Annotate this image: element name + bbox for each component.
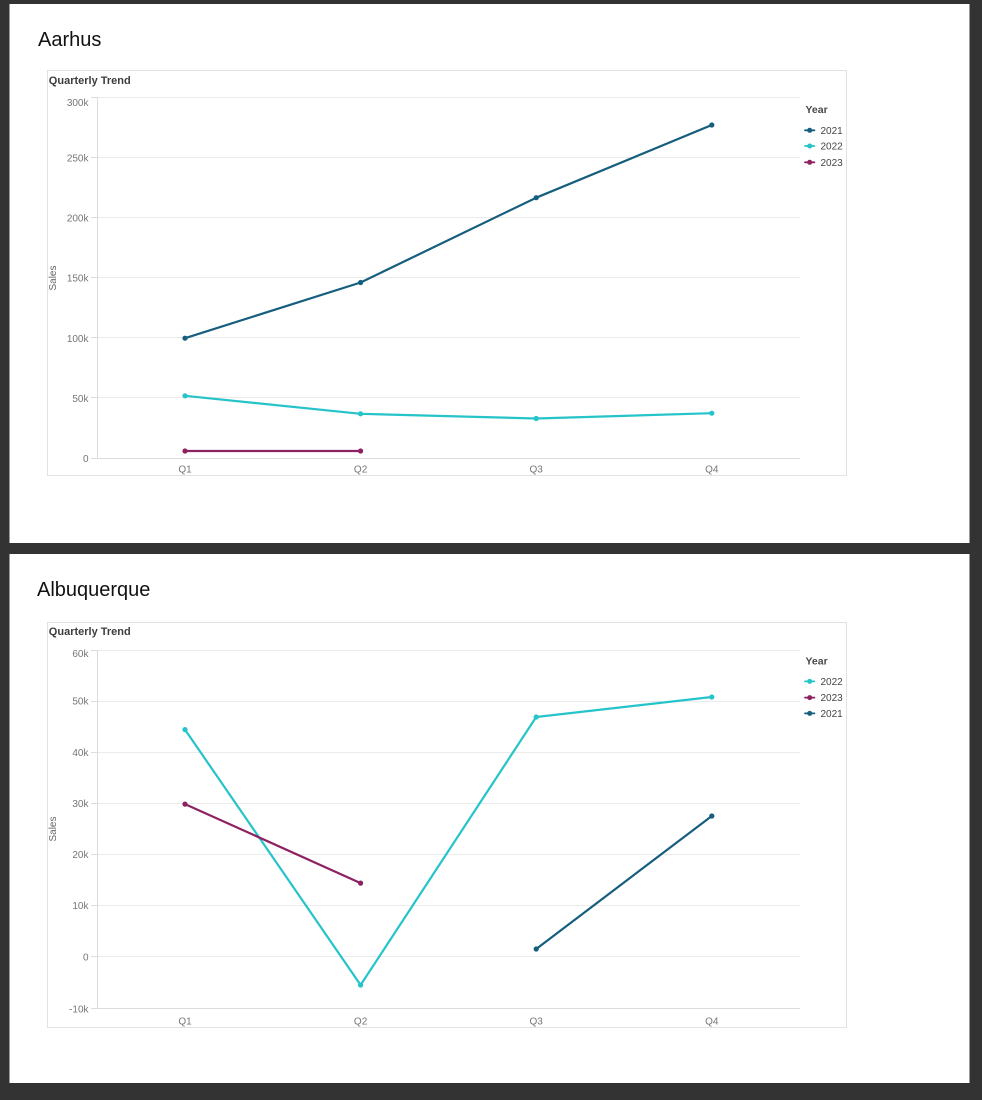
svg-text:30k: 30k xyxy=(72,799,89,810)
svg-text:300k: 300k xyxy=(67,98,90,109)
svg-text:2022: 2022 xyxy=(821,142,844,153)
svg-text:Quarterly Trend: Quarterly Trend xyxy=(49,75,131,87)
svg-text:Sales: Sales xyxy=(48,816,59,841)
svg-text:60k: 60k xyxy=(72,649,89,660)
svg-text:200k: 200k xyxy=(67,214,90,225)
svg-text:0: 0 xyxy=(83,454,89,465)
svg-text:0: 0 xyxy=(83,952,89,963)
svg-text:2023: 2023 xyxy=(821,158,844,169)
svg-text:Q3: Q3 xyxy=(530,1016,544,1027)
svg-text:50k: 50k xyxy=(72,394,89,405)
svg-text:Quarterly Trend: Quarterly Trend xyxy=(49,626,131,638)
svg-text:100k: 100k xyxy=(67,334,90,345)
svg-text:2023: 2023 xyxy=(821,693,844,704)
svg-text:250k: 250k xyxy=(67,153,90,164)
svg-text:-10k: -10k xyxy=(69,1005,89,1016)
svg-text:2021: 2021 xyxy=(821,126,844,137)
svg-text:Q4: Q4 xyxy=(705,1016,719,1027)
svg-text:Albuquerque: Albuquerque xyxy=(37,579,150,601)
svg-text:2022: 2022 xyxy=(821,677,844,688)
svg-text:50k: 50k xyxy=(72,697,89,708)
svg-text:Q2: Q2 xyxy=(354,1016,368,1027)
svg-text:Aarhus: Aarhus xyxy=(38,29,101,51)
svg-text:Q1: Q1 xyxy=(178,1016,192,1027)
svg-text:Q1: Q1 xyxy=(178,465,192,476)
svg-text:Year: Year xyxy=(806,104,828,116)
svg-text:20k: 20k xyxy=(72,850,89,861)
svg-text:40k: 40k xyxy=(72,748,89,759)
svg-text:10k: 10k xyxy=(72,901,89,912)
svg-text:Q4: Q4 xyxy=(705,465,719,476)
svg-text:2021: 2021 xyxy=(821,709,844,720)
svg-text:Sales: Sales xyxy=(48,265,59,290)
svg-text:150k: 150k xyxy=(67,274,90,285)
svg-text:Q2: Q2 xyxy=(354,465,368,476)
svg-text:Q3: Q3 xyxy=(530,465,544,476)
svg-text:Year: Year xyxy=(806,655,828,667)
